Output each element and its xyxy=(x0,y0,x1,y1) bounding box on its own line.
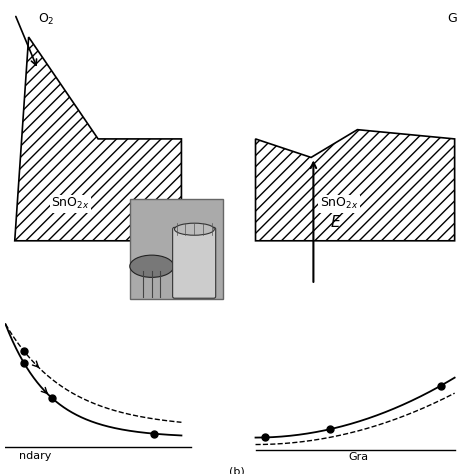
Text: $E$: $E$ xyxy=(329,214,341,230)
Text: (b): (b) xyxy=(229,467,245,474)
Text: Gra: Gra xyxy=(348,452,368,462)
FancyBboxPatch shape xyxy=(173,228,216,298)
Text: G: G xyxy=(447,11,457,25)
FancyBboxPatch shape xyxy=(130,199,223,299)
Polygon shape xyxy=(255,130,455,241)
Text: SnO$_{2x}$: SnO$_{2x}$ xyxy=(51,196,90,211)
Text: SnO$_{2x}$: SnO$_{2x}$ xyxy=(319,196,358,211)
Text: ndary: ndary xyxy=(19,451,52,461)
Ellipse shape xyxy=(174,223,214,235)
Polygon shape xyxy=(15,37,182,241)
Text: O$_2$: O$_2$ xyxy=(38,11,55,27)
Ellipse shape xyxy=(130,255,174,277)
